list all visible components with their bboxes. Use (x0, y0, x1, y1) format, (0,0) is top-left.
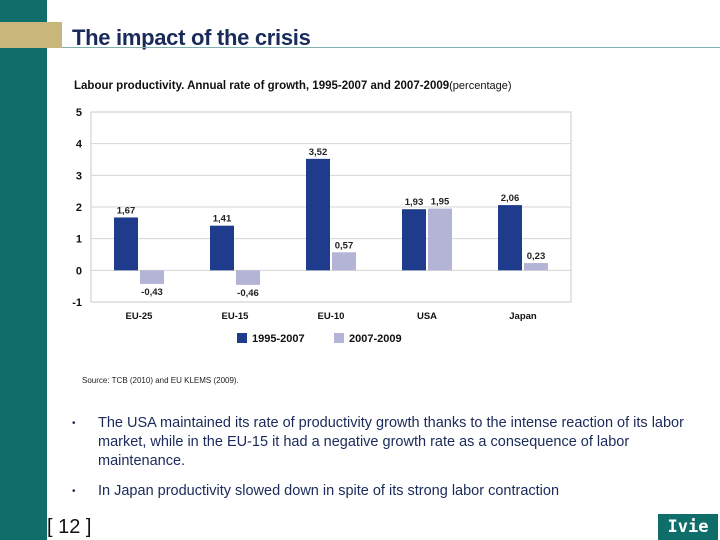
title-accent-box (0, 22, 62, 48)
ivie-logo: Ivie (658, 514, 718, 540)
source-note: Source: TCB (2010) and EU KLEMS (2009). (82, 376, 239, 385)
sidebar-band (0, 0, 47, 540)
legend-swatch (237, 333, 247, 343)
x-tick-label: EU-25 (126, 311, 154, 322)
bar-1995-2007 (402, 209, 426, 271)
data-label: -0,46 (237, 288, 259, 299)
data-label: -0,43 (141, 287, 163, 298)
chart-subtitle-unit: (percentage) (449, 80, 512, 92)
bar-1995-2007 (114, 217, 138, 271)
data-label: 1,41 (213, 214, 232, 225)
x-tick-label: EU-15 (222, 311, 250, 322)
bullet-symbol: • (72, 418, 76, 429)
legend-label: 1995-2007 (252, 333, 305, 345)
x-tick-label: USA (417, 311, 437, 322)
bullet-text: The USA maintained its rate of productiv… (98, 415, 684, 469)
y-tick-label: 5 (76, 107, 82, 119)
bar-2007-2009 (428, 208, 452, 271)
chart-subtitle: Labour productivity. Annual rate of grow… (74, 80, 512, 92)
bar-1995-2007 (498, 205, 522, 271)
bar-1995-2007 (210, 225, 234, 271)
y-tick-label: 2 (76, 202, 82, 214)
y-tick-label: 1 (76, 234, 82, 246)
data-label: 1,93 (405, 197, 424, 208)
data-label: 2,06 (501, 193, 520, 204)
y-tick-label: 3 (76, 170, 82, 182)
bar-1995-2007 (306, 158, 330, 271)
y-tick-label: 4 (76, 139, 83, 151)
title-divider (62, 47, 720, 48)
x-tick-label: Japan (509, 311, 537, 322)
data-label: 0,57 (335, 240, 354, 251)
page-number: [ 12 ] (47, 516, 92, 538)
bar-2007-2009 (332, 252, 356, 271)
bar-2007-2009 (140, 270, 164, 284)
y-tick-label: -1 (72, 297, 82, 309)
data-label: 0,23 (527, 251, 546, 262)
x-tick-label: EU-10 (318, 311, 345, 322)
bullet-symbol: • (72, 486, 76, 497)
y-tick-label: 0 (76, 265, 82, 277)
bar-2007-2009 (524, 263, 548, 271)
productivity-bar-chart: -1 0 1 2 3 4 5 1,67 -0,43 EU-25 1,41 -0,46 EU-15 3,52… (72, 107, 572, 345)
chart-subtitle-text: Labour productivity. Annual rate of grow… (74, 80, 450, 92)
legend-label: 2007-2009 (349, 333, 402, 345)
data-label: 1,67 (117, 205, 136, 216)
data-label: 3,52 (309, 147, 328, 158)
bar-2007-2009 (236, 270, 260, 285)
slide-title: The impact of the crisis (72, 25, 311, 50)
data-label: 1,95 (431, 197, 450, 208)
bullet-text: In Japan productivity slowed down in spi… (98, 483, 560, 499)
legend-swatch (334, 333, 344, 343)
